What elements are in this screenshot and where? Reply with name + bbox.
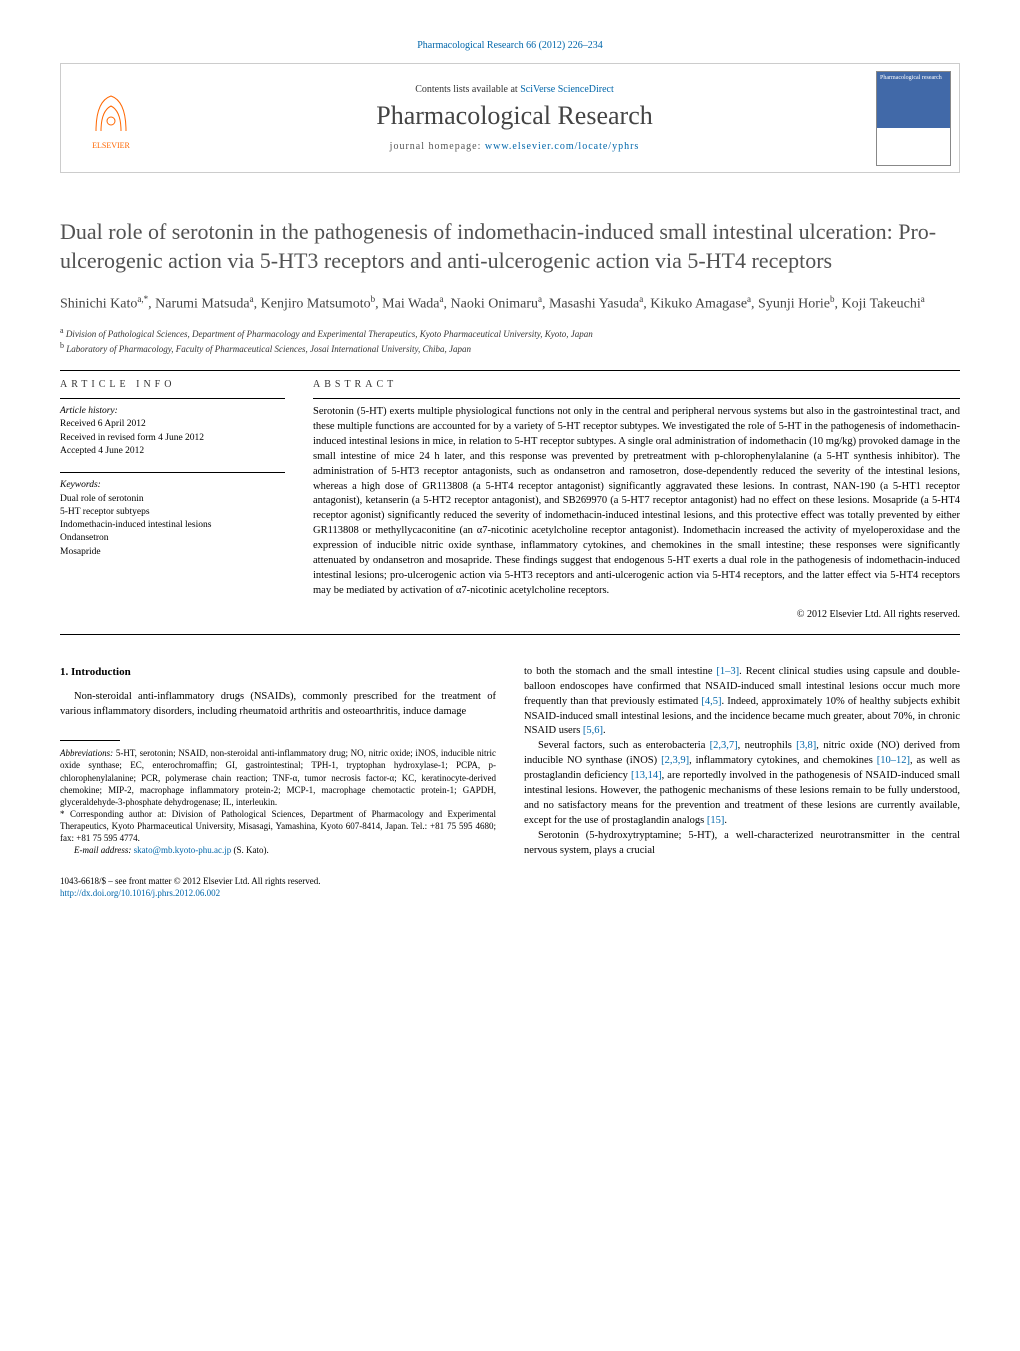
abbreviations-footnote: Abbreviations: 5-HT, serotonin; NSAID, n… [60,747,496,808]
affiliation-a-text: Division of Pathological Sciences, Depar… [66,329,593,339]
divider [60,370,960,371]
contents-available-line: Contents lists available at SciVerse Sci… [161,84,868,95]
ref-link[interactable]: [15] [707,815,725,826]
history-revised: Received in revised form 4 June 2012 [60,432,285,445]
keyword: Mosapride [60,546,285,559]
header-citation: Pharmacological Research 66 (2012) 226–2… [60,40,960,51]
history-accepted: Accepted 4 June 2012 [60,445,285,458]
article-info-panel: ARTICLE INFO Article history: Received 6… [60,379,285,620]
body-column-right: to both the stomach and the small intest… [524,665,960,900]
article-history: Article history: Received 6 April 2012 R… [60,405,285,458]
ref-link[interactable]: [2,3,9] [661,755,689,766]
ref-link[interactable]: [10–12] [877,755,910,766]
keywords-block: Keywords: Dual role of serotonin 5-HT re… [60,479,285,559]
journal-homepage-line: journal homepage: www.elsevier.com/locat… [161,141,868,152]
journal-name: Pharmacological Research [161,101,868,131]
article-title: Dual role of serotonin in the pathogenes… [60,218,960,275]
affiliation-a: a Division of Pathological Sciences, Dep… [60,325,960,341]
keyword: Dual role of serotonin [60,493,285,506]
authors-list: Shinichi Katoa,*, Narumi Matsudaa, Kenji… [60,293,960,315]
affiliations: a Division of Pathological Sciences, Dep… [60,325,960,356]
email-label: E-mail address: [74,845,134,855]
keywords-label: Keywords: [60,479,285,492]
intro-para-2: Several factors, such as enterobacteria … [524,739,960,828]
abstract-copyright: © 2012 Elsevier Ltd. All rights reserved… [313,609,960,620]
text: . [603,725,606,736]
corresponding-author-footnote: * Corresponding author at: Division of P… [60,808,496,844]
text: , inflammatory cytokines, and chemokines [689,755,877,766]
abstract-heading: ABSTRACT [313,379,960,390]
intro-heading: 1. Introduction [60,665,496,681]
journal-cover-thumb: Pharmacological research [876,71,951,166]
elsevier-logo-text: ELSEVIER [92,141,130,150]
sciencedirect-link[interactable]: SciVerse ScienceDirect [520,84,614,95]
ref-link[interactable]: [5,6] [583,725,603,736]
keyword: Indomethacin-induced intestinal lesions [60,519,285,532]
text: , neutrophils [738,740,797,751]
text: Several factors, such as enterobacteria [538,740,710,751]
text: . [724,815,727,826]
history-label: Article history: [60,405,285,418]
front-matter-line: 1043-6618/$ – see front matter © 2012 El… [60,875,496,888]
abstract-panel: ABSTRACT Serotonin (5-HT) exerts multipl… [313,379,960,620]
corr-label: * Corresponding author at: [60,809,172,819]
divider [60,634,960,635]
abstract-text: Serotonin (5-HT) exerts multiple physiol… [313,405,960,599]
cover-thumb-title: Pharmacological research [880,75,947,81]
affiliation-b-text: Laboratory of Pharmacology, Faculty of P… [66,344,471,354]
article-info-heading: ARTICLE INFO [60,379,285,390]
affiliation-b: b Laboratory of Pharmacology, Faculty of… [60,340,960,356]
ref-link[interactable]: [4,5] [701,696,721,707]
body-column-left: 1. Introduction Non-steroidal anti-infla… [60,665,496,900]
intro-para-1: Non-steroidal anti-inflammatory drugs (N… [60,690,496,720]
ref-link[interactable]: [1–3] [716,666,739,677]
homepage-prefix: journal homepage: [390,141,485,152]
ref-link[interactable]: [2,3,7] [710,740,738,751]
footnote-rule [60,740,120,741]
abstract-divider [313,398,960,399]
contents-prefix: Contents lists available at [415,84,520,95]
journal-homepage-link[interactable]: www.elsevier.com/locate/yphrs [485,141,639,152]
abbrev-text: 5-HT, serotonin; NSAID, non-steroidal an… [60,748,496,807]
corr-email-link[interactable]: skato@mb.kyoto-phu.ac.jp [134,845,232,855]
text: to both the stomach and the small intest… [524,666,716,677]
intro-para-3: Serotonin (5-hydroxytryptamine; 5-HT), a… [524,829,960,859]
journal-header-box: ELSEVIER Contents lists available at Sci… [60,63,960,173]
doi-link[interactable]: http://dx.doi.org/10.1016/j.phrs.2012.06… [60,888,220,898]
abbrev-label: Abbreviations: [60,748,113,758]
intro-para-1-cont: to both the stomach and the small intest… [524,665,960,740]
footnotes: Abbreviations: 5-HT, serotonin; NSAID, n… [60,747,496,856]
ref-link[interactable]: [13,14] [631,770,662,781]
history-received: Received 6 April 2012 [60,418,285,431]
info-divider [60,472,285,473]
email-suffix: (S. Kato). [231,845,269,855]
keyword: 5-HT receptor subtyeps [60,506,285,519]
info-divider [60,398,285,399]
elsevier-logo: ELSEVIER [71,73,151,163]
ref-link[interactable]: [3,8] [796,740,816,751]
email-footnote: E-mail address: skato@mb.kyoto-phu.ac.jp… [60,844,496,856]
page-footer: 1043-6618/$ – see front matter © 2012 El… [60,875,496,900]
keyword: Ondansetron [60,532,285,545]
